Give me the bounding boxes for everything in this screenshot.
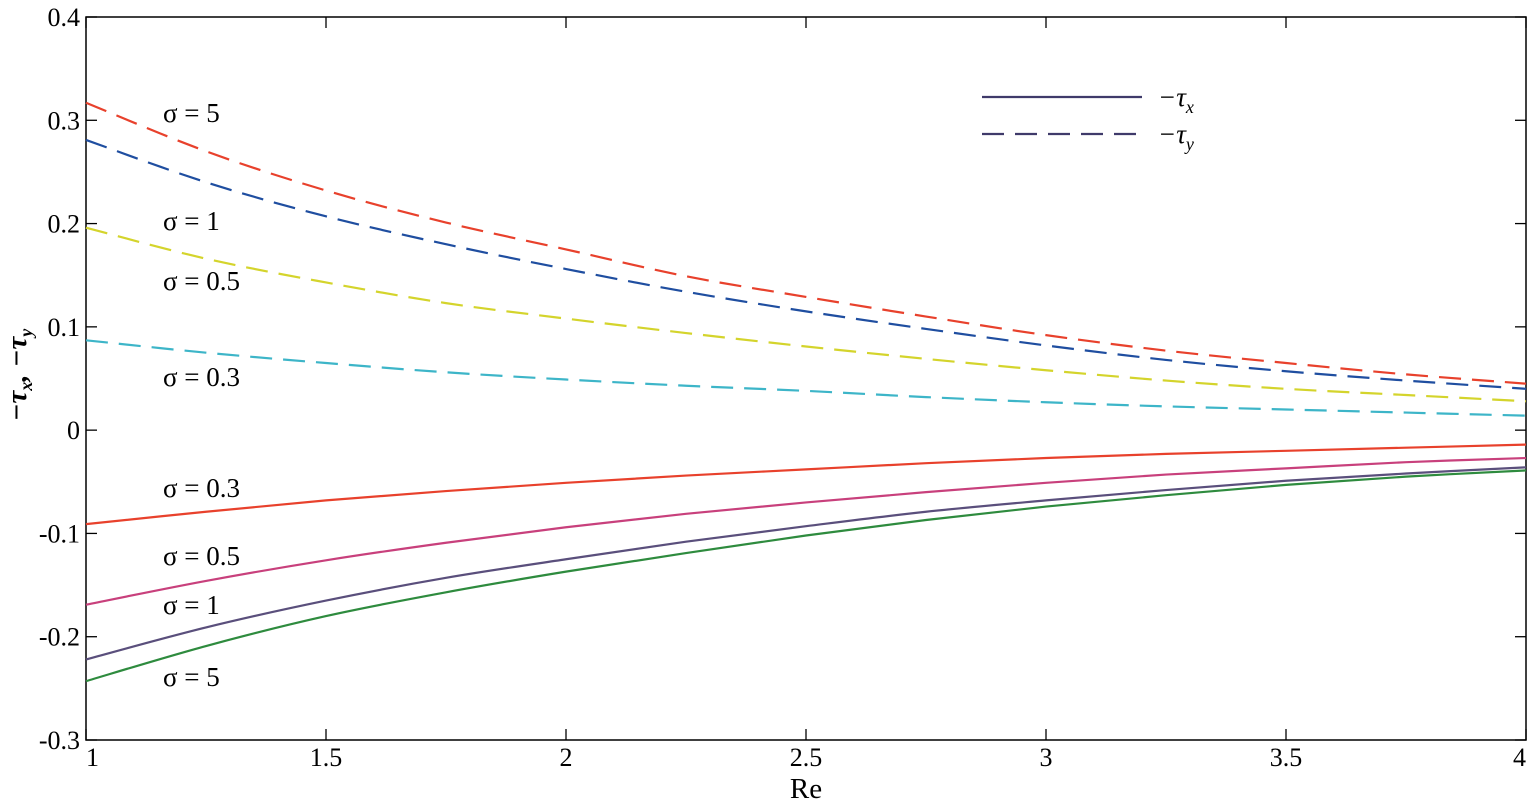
y-axis-title: −τx, −τy (1, 328, 36, 421)
x-tick-label: 3.5 (1270, 743, 1303, 772)
legend: −τx −τy (982, 82, 1194, 154)
y-tick-label: 0.1 (48, 313, 81, 342)
x-tick-label: 2.5 (790, 743, 823, 772)
axis-ticks: 1 1.5 2 2.5 3 3.5 4 -0.3 -0.2 -0.1 0 0.1 0.2 0.3 0.4 (39, 3, 1527, 772)
series-line-tau_y-1 (85, 138, 1527, 390)
series-line-tau_x-4 (85, 443, 1527, 526)
series-annotation-tau_x: σ = 5 (163, 662, 220, 692)
y-tick-label: 0.3 (48, 106, 81, 135)
series-annotation-tau_x: σ = 1 (163, 590, 220, 620)
y-tick-label: -0.2 (39, 623, 80, 652)
y-tick-label: 0.4 (48, 3, 81, 32)
series-annotation-tau_y: σ = 1 (163, 206, 220, 236)
x-axis-title: Re (790, 773, 822, 803)
series-line-tau_x-5 (85, 456, 1527, 606)
y-tick-label: -0.1 (39, 519, 80, 548)
series-line-tau_x-7 (85, 469, 1527, 683)
y-tick-label: 0 (67, 416, 80, 445)
y-axis-title-text: −τx, −τy (1, 328, 36, 421)
series-annotation-tau_y: σ = 5 (163, 98, 220, 128)
x-tick-label: 1 (86, 743, 99, 772)
x-tick-label: 2 (560, 743, 573, 772)
series-annotation-tau_x: σ = 0.3 (163, 473, 240, 503)
y-tick-label: 0.2 (48, 210, 81, 239)
series-layer (85, 101, 1527, 683)
series-annotations: σ = 5 σ = 1 σ = 0.5 σ = 0.3 σ = 0.3 σ = 0.5 σ … (163, 98, 240, 692)
legend-label-tau-y: −τy (1158, 119, 1194, 154)
legend-label-tau-x: −τx (1158, 82, 1194, 117)
y-tick-label: -0.3 (39, 726, 80, 755)
series-line-tau_y-3 (85, 339, 1527, 417)
series-annotation-tau_x: σ = 0.5 (163, 541, 240, 571)
plot-frame (85, 16, 1527, 741)
series-annotation-tau_y: σ = 0.5 (163, 266, 240, 296)
x-tick-label: 4 (1513, 743, 1526, 772)
series-line-tau_x-6 (85, 466, 1527, 661)
x-tick-label: 1.5 (310, 743, 343, 772)
series-annotation-tau_y: σ = 0.3 (163, 362, 240, 392)
x-tick-label: 3 (1040, 743, 1053, 772)
series-line-tau_y-0 (85, 101, 1527, 385)
series-line-tau_y-2 (85, 226, 1527, 403)
